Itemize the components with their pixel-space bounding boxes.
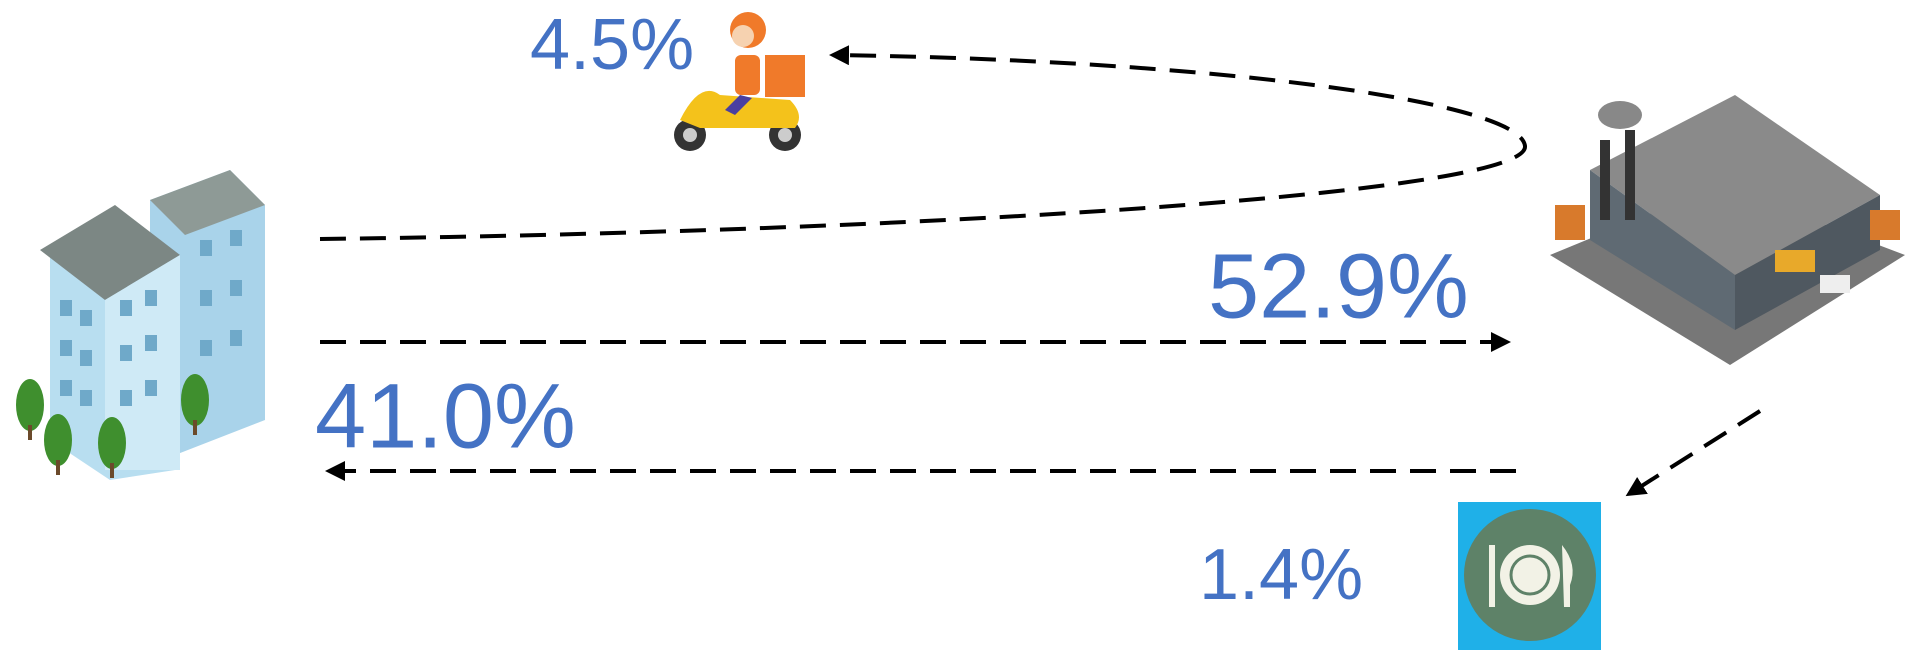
flow-label: 52.9%	[1208, 235, 1469, 337]
factory-icon	[1550, 95, 1905, 365]
flow-label: 4.5%	[530, 5, 694, 85]
flow-label: 1.4%	[1199, 535, 1363, 615]
flow-label: 41.0%	[315, 365, 576, 467]
flow-arrow	[319, 45, 1528, 241]
apartment-icon	[16, 170, 265, 480]
flow-arrow	[1625, 409, 1762, 497]
delivery-scooter-icon	[674, 12, 805, 151]
restaurant-icon	[1458, 502, 1601, 650]
